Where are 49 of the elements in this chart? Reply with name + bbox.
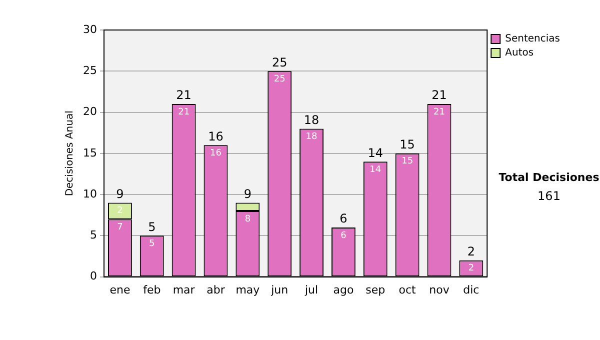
y-tick-label: 0 [90, 270, 97, 283]
y-axis-title: Decisiones Anual [64, 110, 76, 196]
total-label: 9 [244, 186, 252, 201]
text: Total Decisiones [498, 170, 600, 184]
x-tick-label: feb [143, 283, 161, 296]
x-tick-label: nov [429, 283, 450, 296]
y-tick-label: 15 [82, 146, 97, 160]
x-tick-label: mar [172, 283, 196, 296]
total-label: 14 [368, 146, 384, 160]
data-label: 7 [117, 222, 123, 233]
legend-label: Autos [505, 48, 534, 59]
x-tick-label: ene [110, 283, 130, 296]
total-label: 21 [176, 88, 192, 102]
x-tick-label: jun [270, 283, 288, 296]
y-tick-label: 5 [90, 228, 97, 242]
total-label: 16 [208, 129, 224, 144]
total-label: 9 [116, 186, 124, 201]
x-tick-label: oct [398, 283, 417, 296]
x-tick-label: ago [333, 283, 354, 296]
y-tick-label: 20 [82, 105, 97, 118]
data-label: 2 [117, 206, 123, 216]
y-tick-label: 30 [82, 22, 97, 36]
y-tick-label: 10 [82, 187, 97, 200]
total-label: 15 [400, 138, 415, 152]
data-label: 8 [244, 214, 251, 224]
total-label: 25 [272, 55, 288, 70]
data-label: 21 [434, 107, 445, 118]
text: 161 [538, 189, 560, 204]
x-tick-label: may [236, 283, 260, 296]
total-label: 5 [148, 220, 156, 234]
data-label: 14 [370, 164, 382, 175]
y-tick-label: 25 [82, 64, 97, 77]
data-label: 6 [340, 230, 347, 241]
data-label: 25 [274, 74, 286, 84]
data-label: 2 [468, 264, 474, 274]
total-label: 6 [340, 212, 348, 226]
total-label: 21 [432, 88, 447, 102]
data-label: 18 [306, 132, 318, 142]
x-tick-label: dic [463, 283, 480, 296]
data-label: 15 [402, 156, 414, 167]
x-tick-label: sep [366, 283, 386, 296]
total-label: 18 [304, 112, 320, 127]
x-tick-label: jul [304, 283, 318, 296]
data-label: 5 [149, 239, 155, 250]
data-label: 16 [210, 148, 222, 159]
x-tick-label: abr [206, 283, 226, 296]
total-label: 2 [467, 244, 475, 258]
data-label: 21 [178, 107, 190, 118]
legend-label: Sentencias [505, 34, 560, 45]
